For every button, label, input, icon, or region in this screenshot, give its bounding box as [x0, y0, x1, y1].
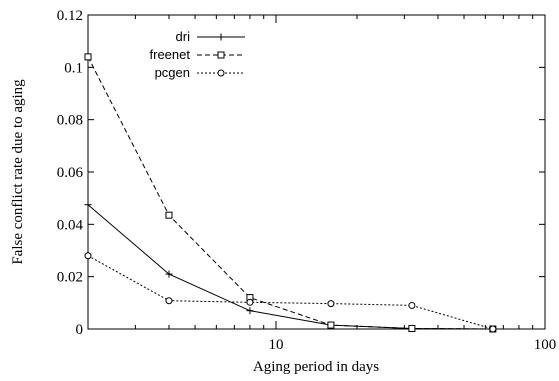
y-tick-label: 0.02 [57, 270, 83, 286]
legend-label-dri: dri [176, 29, 191, 44]
point-freenet [327, 321, 335, 329]
legend: dri freenet pcgen [150, 29, 245, 80]
point-freenet [84, 53, 92, 61]
point-freenet [165, 211, 173, 219]
series-line-pcgen [87, 255, 494, 330]
legend-marker-dri [217, 33, 225, 41]
x-axis-label: Aging period in days [253, 359, 379, 375]
y-tick-label: 0.12 [57, 8, 83, 24]
plot-frame [87, 14, 546, 330]
point-pcgen [408, 301, 416, 309]
x-tick-label: 10 [269, 337, 284, 353]
y-tick-label: 0.08 [57, 113, 83, 129]
point-dri [84, 201, 92, 209]
series-pcgen [84, 252, 497, 333]
point-dri [165, 270, 173, 278]
series-line-dri [87, 204, 493, 330]
point-pcgen [489, 325, 497, 333]
y-axis-label: False conflict rate due to aging [10, 79, 26, 265]
series-dri [84, 201, 497, 333]
point-pcgen [165, 297, 173, 305]
point-freenet [408, 324, 416, 332]
point-pcgen [84, 252, 92, 260]
point-pcgen [327, 300, 335, 308]
series-freenet [84, 53, 497, 333]
series-line-freenet [87, 56, 493, 330]
x-tick-label: 100 [534, 337, 557, 353]
legend-marker-pcgen [217, 69, 225, 77]
y-tick-label: 0.06 [57, 165, 84, 181]
point-dri [246, 307, 254, 315]
y-tick-label: 0 [76, 322, 84, 338]
y-tick-label: 0.04 [57, 217, 84, 233]
legend-label-freenet: freenet [150, 47, 191, 62]
y-tick-label: 0.1 [64, 60, 83, 76]
point-pcgen [246, 298, 254, 306]
legend-marker-freenet [217, 51, 225, 59]
legend-label-pcgen: pcgen [155, 65, 190, 80]
